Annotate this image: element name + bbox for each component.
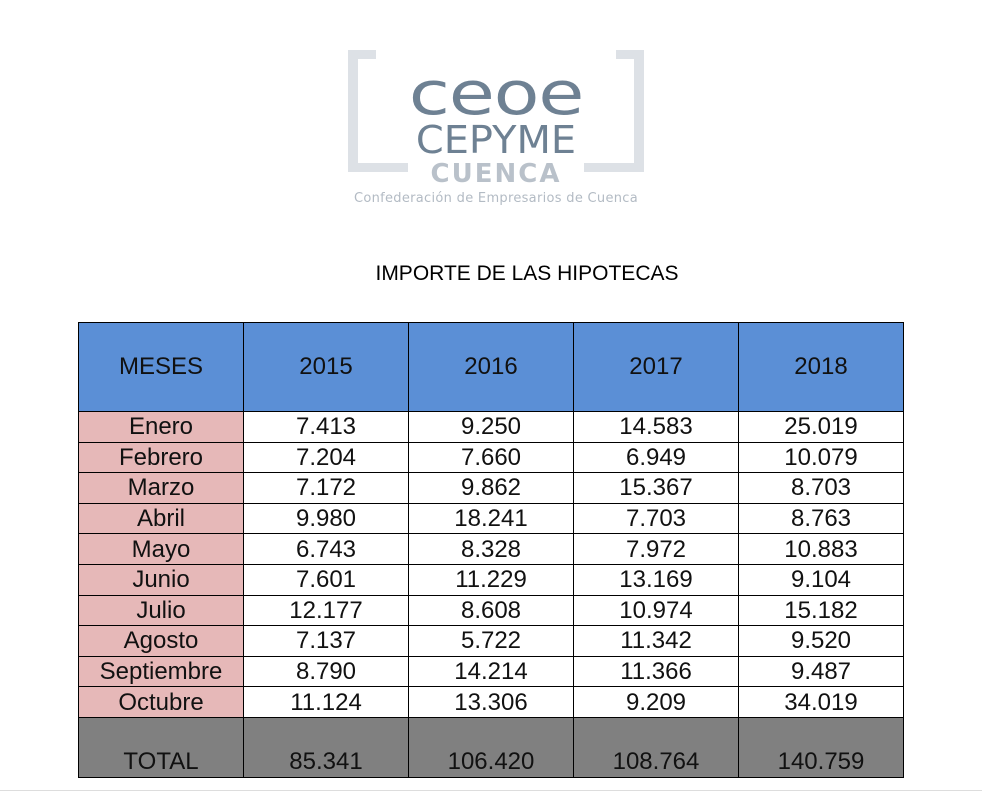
month-cell: Septiembre <box>78 655 244 688</box>
value-cell: 6.949 <box>573 441 739 474</box>
total-value: 106.420 <box>408 716 574 778</box>
value-cell: 8.763 <box>738 502 904 535</box>
value-cell: 11.366 <box>573 655 739 688</box>
logo-bracket-left-bottom <box>348 163 408 172</box>
total-value: 85.341 <box>243 716 409 778</box>
total-label: TOTAL <box>78 716 244 778</box>
value-cell: 7.660 <box>408 441 574 474</box>
value-cell: 10.883 <box>738 533 904 565</box>
value-cell: 12.177 <box>243 594 409 627</box>
ceoe-cepyme-logo: ceoe CEPYME CUENCA Confederación de Empr… <box>348 50 644 210</box>
logo-tagline: Confederación de Empresarios de Cuenca <box>353 191 639 206</box>
value-cell: 9.209 <box>573 686 739 718</box>
logo-bracket-left-top <box>348 50 376 59</box>
table-row: Junio 7.601 11.229 13.169 9.104 <box>78 563 904 596</box>
value-cell: 8.608 <box>408 594 574 627</box>
month-cell: Junio <box>78 563 244 596</box>
value-cell: 8.703 <box>738 472 904 504</box>
value-cell: 14.583 <box>573 411 739 443</box>
value-cell: 7.413 <box>243 411 409 443</box>
month-cell: Julio <box>78 594 244 627</box>
value-cell: 7.137 <box>243 625 409 657</box>
table-row: Enero 7.413 9.250 14.583 25.019 <box>78 411 904 443</box>
month-cell: Abril <box>78 502 244 535</box>
page-divider <box>0 790 982 791</box>
value-cell: 7.972 <box>573 533 739 565</box>
logo-bracket-right-bottom <box>584 163 644 172</box>
logo-bracket-left <box>348 50 358 172</box>
mortgage-table: MESES 2015 2016 2017 2018 Enero 7.413 9.25… <box>78 322 904 778</box>
month-cell: Octubre <box>78 686 244 718</box>
value-cell: 8.790 <box>243 655 409 688</box>
total-row: TOTAL 85.341 106.420 108.764 140.759 <box>78 716 904 778</box>
month-cell: Enero <box>78 411 244 443</box>
table-row: Agosto 7.137 5.722 11.342 9.520 <box>78 625 904 657</box>
logo-cuenca: CUENCA <box>430 159 562 189</box>
value-cell: 10.079 <box>738 441 904 474</box>
value-cell: 11.229 <box>408 563 574 596</box>
header-2016: 2016 <box>408 322 574 412</box>
header-2018: 2018 <box>738 322 904 412</box>
logo-ceoe: ceoe <box>408 59 585 129</box>
table-row: Febrero 7.204 7.660 6.949 10.079 <box>78 441 904 474</box>
value-cell: 9.250 <box>408 411 574 443</box>
value-cell: 18.241 <box>408 502 574 535</box>
value-cell: 7.703 <box>573 502 739 535</box>
logo-cepyme: CEPYME <box>415 118 577 162</box>
header-row: MESES 2015 2016 2017 2018 <box>78 322 904 412</box>
value-cell: 14.214 <box>408 655 574 688</box>
table-row: Mayo 6.743 8.328 7.972 10.883 <box>78 533 904 565</box>
value-cell: 13.306 <box>408 686 574 718</box>
logo-bracket-right-top <box>616 50 644 59</box>
value-cell: 9.862 <box>408 472 574 504</box>
header-meses: MESES <box>78 322 244 412</box>
value-cell: 9.520 <box>738 625 904 657</box>
logo-bracket-right <box>634 50 644 172</box>
value-cell: 11.342 <box>573 625 739 657</box>
value-cell: 9.104 <box>738 563 904 596</box>
total-value: 108.764 <box>573 716 739 778</box>
table-row: Marzo 7.172 9.862 15.367 8.703 <box>78 472 904 504</box>
value-cell: 9.980 <box>243 502 409 535</box>
document-title: IMPORTE DE LAS HIPOTECAS <box>375 262 679 285</box>
value-cell: 6.743 <box>243 533 409 565</box>
value-cell: 8.328 <box>408 533 574 565</box>
value-cell: 25.019 <box>738 411 904 443</box>
value-cell: 10.974 <box>573 594 739 627</box>
value-cell: 7.204 <box>243 441 409 474</box>
table-row: Octubre 11.124 13.306 9.209 34.019 <box>78 686 904 718</box>
table-row: Abril 9.980 18.241 7.703 8.763 <box>78 502 904 535</box>
value-cell: 11.124 <box>243 686 409 718</box>
value-cell: 9.487 <box>738 655 904 688</box>
value-cell: 15.367 <box>573 472 739 504</box>
month-cell: Marzo <box>78 472 244 504</box>
month-cell: Agosto <box>78 625 244 657</box>
value-cell: 15.182 <box>738 594 904 627</box>
total-value: 140.759 <box>738 716 904 778</box>
value-cell: 13.169 <box>573 563 739 596</box>
table-row: Julio 12.177 8.608 10.974 15.182 <box>78 594 904 627</box>
value-cell: 7.172 <box>243 472 409 504</box>
value-cell: 34.019 <box>738 686 904 718</box>
table-row: Septiembre 8.790 14.214 11.366 9.487 <box>78 655 904 688</box>
header-2015: 2015 <box>243 322 409 412</box>
value-cell: 5.722 <box>408 625 574 657</box>
value-cell: 7.601 <box>243 563 409 596</box>
month-cell: Febrero <box>78 441 244 474</box>
header-2017: 2017 <box>573 322 739 412</box>
month-cell: Mayo <box>78 533 244 565</box>
